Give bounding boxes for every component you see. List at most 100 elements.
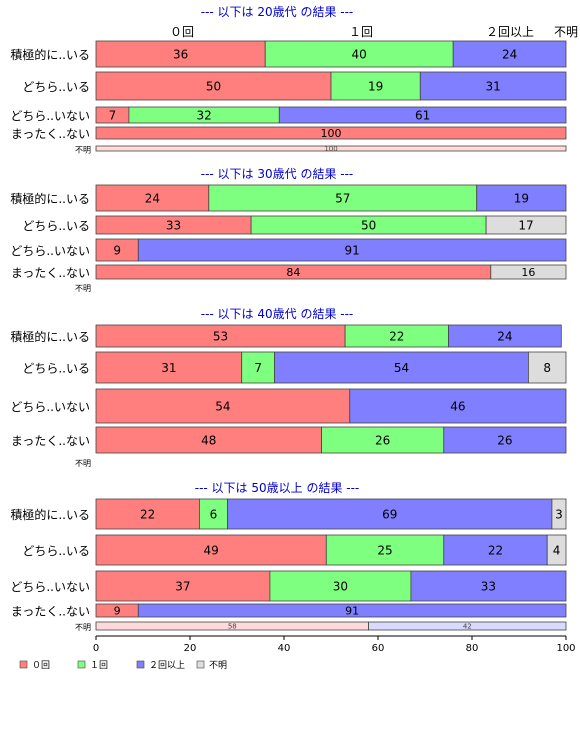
data-label: 49 <box>204 544 219 558</box>
data-label: 37 <box>175 580 190 594</box>
bar-segment <box>95 498 200 530</box>
row-label: どちら..いない <box>10 109 90 123</box>
data-label: 25 <box>377 544 392 558</box>
bar-segment <box>551 498 567 530</box>
bar-segment <box>137 238 567 262</box>
bar-segment <box>278 106 567 124</box>
bar-segment <box>241 351 275 384</box>
data-label: 6 <box>210 508 218 522</box>
bar-segment <box>95 40 266 68</box>
legend-label: ０回 <box>32 660 50 671</box>
data-label: 22 <box>140 508 155 522</box>
data-label: 17 <box>518 219 533 233</box>
legend-swatch <box>196 660 205 669</box>
row-label: どちら..いる <box>22 362 90 376</box>
group-title: --- 以下は 40歳代 の結果 --- <box>201 307 354 321</box>
data-label: 26 <box>497 434 512 448</box>
bar-segment <box>490 264 567 280</box>
x-tick-label: 40 <box>278 643 291 654</box>
data-label: 9 <box>113 244 121 258</box>
bar-segment <box>528 351 567 384</box>
row-label: まったく..ない <box>11 434 90 448</box>
data-label: 4 <box>553 544 561 558</box>
x-tick-label: 20 <box>184 643 197 654</box>
column-header: 不明 <box>554 25 578 39</box>
row-label: まったく..ない <box>11 266 90 280</box>
row-label: 積極的に..いる <box>10 507 90 522</box>
data-label: 3 <box>555 508 563 522</box>
legend-label: ２回以上 <box>149 660 185 671</box>
bar-segment <box>95 145 567 152</box>
data-label: 42 <box>463 623 472 631</box>
x-tick-label: 100 <box>556 643 575 654</box>
data-label: 48 <box>201 434 216 448</box>
data-label: 19 <box>514 192 529 206</box>
row-label: どちら..いる <box>22 544 90 558</box>
row-label: まったく..ない <box>11 127 90 141</box>
data-label: 100 <box>324 145 337 153</box>
bar-segment <box>330 71 421 101</box>
bar-segment <box>95 351 243 384</box>
row-label: 不明 <box>75 284 91 293</box>
bar-segment <box>349 388 567 424</box>
bar-segment <box>137 603 567 618</box>
column-header: ２回以上 <box>486 25 534 39</box>
bar-segment <box>368 621 567 631</box>
data-label: 16 <box>521 266 535 279</box>
data-label: 58 <box>228 623 237 631</box>
data-label: 84 <box>286 266 300 279</box>
row-label: どちら..いる <box>22 80 90 94</box>
data-label: 8 <box>543 361 551 375</box>
bar-segment <box>95 426 323 454</box>
data-label: 33 <box>166 219 181 233</box>
group-title: --- 以下は 50歳以上 の結果 --- <box>195 481 360 495</box>
x-tick-label: 80 <box>466 643 479 654</box>
group-title: --- 以下は 30歳代 の結果 --- <box>201 167 354 181</box>
row-label: どちら..いない <box>10 244 90 258</box>
bar-segment <box>443 534 548 566</box>
bar-segment <box>443 426 567 454</box>
row-label: 積極的に..いる <box>10 47 90 62</box>
bar-segment <box>95 71 332 101</box>
data-label: 30 <box>333 580 348 594</box>
bar-segment <box>485 215 567 235</box>
data-label: 24 <box>497 330 512 344</box>
bar-segment <box>546 534 567 566</box>
legend-swatch <box>19 660 28 669</box>
row-label: 不明 <box>75 459 91 468</box>
data-label: 26 <box>375 434 390 448</box>
data-label: 32 <box>196 109 211 123</box>
data-label: 19 <box>368 80 383 94</box>
data-label: 46 <box>450 400 465 414</box>
bar-segment <box>410 570 567 602</box>
data-label: 31 <box>486 80 501 94</box>
data-label: 40 <box>352 48 367 62</box>
bar-segment <box>325 534 445 566</box>
data-label: 54 <box>215 400 230 414</box>
row-label: 積極的に..いる <box>10 191 90 206</box>
bar-segment <box>264 40 454 68</box>
row-label: 不明 <box>75 146 91 155</box>
row-label: 不明 <box>75 623 91 632</box>
data-label: 91 <box>345 605 359 618</box>
data-label: 61 <box>415 109 430 123</box>
legend-swatch <box>136 660 145 669</box>
legend-label: 不明 <box>209 660 227 671</box>
x-tick-label: 60 <box>372 643 385 654</box>
data-label: 7 <box>109 109 117 123</box>
x-tick-label: 0 <box>93 643 99 654</box>
row-label: どちら..いない <box>10 580 90 594</box>
data-label: 31 <box>161 361 176 375</box>
data-label: 24 <box>145 192 160 206</box>
row-label: 積極的に..いる <box>10 329 90 344</box>
bar-segment <box>95 126 567 140</box>
data-label: 33 <box>481 580 496 594</box>
data-label: 50 <box>361 219 376 233</box>
data-label: 54 <box>394 361 409 375</box>
row-label: どちら..いない <box>10 400 90 414</box>
data-label: 91 <box>345 244 360 258</box>
bar-segment <box>95 388 351 424</box>
data-label: 100 <box>321 127 342 140</box>
bar-segment <box>321 426 445 454</box>
